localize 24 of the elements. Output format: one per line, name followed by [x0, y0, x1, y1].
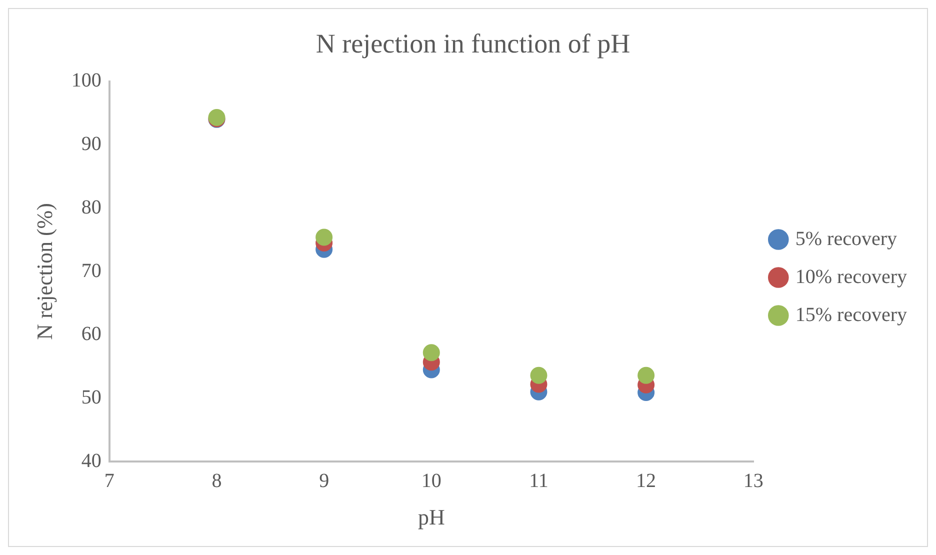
x-tick-label: 11 [529, 470, 548, 492]
x-tick-label: 9 [319, 470, 330, 492]
legend-label: 10% recovery [795, 266, 908, 288]
y-axis-title: N rejection (%) [32, 203, 57, 340]
point [530, 366, 548, 384]
point [316, 228, 333, 246]
point [422, 344, 440, 362]
x-tick-label: 10 [421, 470, 442, 492]
chart-title: N rejection in function of pH [316, 28, 630, 58]
point [638, 366, 655, 384]
y-tick-label: 60 [81, 323, 102, 346]
y-tick-label: 90 [81, 133, 102, 156]
legend-label: 15% recovery [795, 304, 908, 326]
x-tick-label: 12 [636, 470, 656, 492]
y-tick-label: 70 [81, 260, 102, 282]
x-axis-title: pH [418, 504, 445, 530]
legend-label: 5% recovery [795, 228, 898, 250]
y-tick-label: 100 [71, 70, 102, 92]
x-tick-label: 8 [212, 470, 222, 492]
x-tick-label: 7 [104, 470, 114, 492]
y-tick-label: 50 [81, 386, 102, 408]
x-tick-label: 13 [743, 470, 764, 492]
y-tick-label: 80 [81, 196, 102, 218]
y-tick-label: 40 [81, 450, 102, 472]
